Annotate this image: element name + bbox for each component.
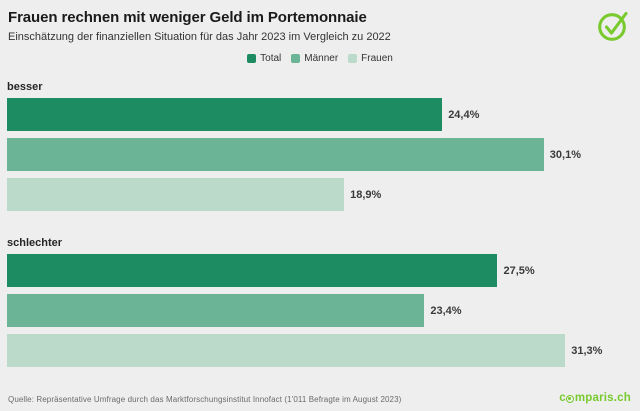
source-note: Quelle: Repräsentative Umfrage durch das… bbox=[8, 395, 402, 404]
bar-männer bbox=[7, 138, 544, 171]
legend-item-frauen: Frauen bbox=[348, 53, 393, 64]
bar-chart: besser 24,4% 30,1% 18,9% schlechter 27,5% 23,4… bbox=[0, 81, 640, 367]
bar-group-schlechter: schlechter 27,5% 23,4% 31,3% bbox=[7, 237, 633, 367]
bar-value-label: 27,5% bbox=[503, 264, 535, 277]
legend-item-total: Total bbox=[247, 53, 281, 64]
legend-swatch-icon bbox=[247, 54, 257, 63]
legend-swatch-icon bbox=[291, 54, 301, 63]
bar-total bbox=[7, 98, 443, 131]
bar-value-label: 30,1% bbox=[549, 148, 581, 161]
legend-item-männer: Männer bbox=[291, 53, 338, 64]
legend-label: Frauen bbox=[361, 53, 393, 64]
bar-value-label: 18,9% bbox=[350, 188, 382, 201]
comparis-o-icon bbox=[566, 394, 575, 403]
group-label: schlechter bbox=[7, 237, 63, 249]
bar-group-besser: besser 24,4% 30,1% 18,9% bbox=[7, 81, 633, 211]
legend-swatch-icon bbox=[348, 54, 358, 63]
bar-value-label: 24,4% bbox=[448, 108, 480, 121]
logo-text-prefix: c bbox=[559, 392, 566, 404]
bar-row-männer: 23,4% bbox=[7, 294, 633, 327]
bar-row-frauen: 18,9% bbox=[7, 178, 633, 211]
chart-subtitle: Einschätzung der finanziellen Situation … bbox=[8, 31, 391, 43]
check-circle-icon bbox=[598, 11, 628, 41]
chart-header: Frauen rechnen mit weniger Geld im Porte… bbox=[0, 0, 640, 44]
logo-text-suffix: mparis.ch bbox=[574, 392, 631, 404]
legend-label: Männer bbox=[304, 53, 339, 64]
bar-row-total: 24,4% bbox=[7, 98, 633, 131]
bar-value-label: 23,4% bbox=[430, 304, 462, 317]
legend-label: Total bbox=[260, 53, 282, 64]
bar-row-total: 27,5% bbox=[7, 254, 633, 287]
bar-männer bbox=[7, 294, 425, 327]
bar-total bbox=[7, 254, 498, 287]
chart-legend: Total Männer Frauen bbox=[0, 53, 640, 64]
group-label: besser bbox=[7, 81, 43, 93]
bar-row-männer: 30,1% bbox=[7, 138, 633, 171]
bar-row-frauen: 31,3% bbox=[7, 334, 633, 367]
bar-frauen bbox=[7, 178, 345, 211]
chart-footer: Quelle: Repräsentative Umfrage durch das… bbox=[8, 392, 631, 404]
chart-title: Frauen rechnen mit weniger Geld im Porte… bbox=[8, 9, 367, 26]
comparis-logo: c mparis.ch bbox=[559, 392, 631, 404]
bar-value-label: 31,3% bbox=[571, 344, 603, 357]
bar-frauen bbox=[7, 334, 566, 367]
